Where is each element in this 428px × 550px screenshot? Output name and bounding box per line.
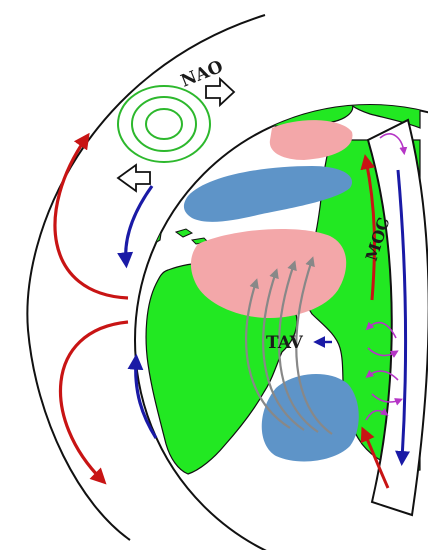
moc-overturning-loops bbox=[365, 133, 408, 421]
moc-upper-current bbox=[360, 154, 376, 301]
trade-wind-arrows bbox=[245, 256, 333, 435]
warm-anomaly-north bbox=[269, 120, 353, 160]
moc-currents bbox=[360, 154, 411, 489]
moc-band bbox=[366, 118, 428, 517]
trade-wind-arrow bbox=[245, 278, 291, 429]
cold-anomaly-north bbox=[183, 166, 353, 222]
atmosphere-shell bbox=[26, 14, 266, 541]
moc-loop-arrow bbox=[365, 321, 397, 339]
red-arrow-lower-cell bbox=[58, 320, 129, 485]
moc-loop-arrow bbox=[365, 369, 399, 381]
cold-anomaly-south bbox=[261, 373, 359, 462]
concentric-isobar-icon bbox=[117, 85, 211, 163]
warm-anomaly-tropical bbox=[190, 229, 347, 318]
nao-pressure-system bbox=[117, 85, 211, 163]
moc-lower-warm-current bbox=[360, 426, 390, 489]
concentric-isobar-icon bbox=[131, 96, 197, 152]
tav-label: TAV bbox=[266, 333, 304, 353]
moc-deep-current bbox=[395, 169, 411, 466]
red-arrow-upper-cell bbox=[53, 132, 129, 300]
hollow-arrow-icon bbox=[205, 76, 236, 108]
moc-loop-arrow bbox=[379, 133, 408, 156]
blue-arrow-westerlies bbox=[117, 185, 154, 269]
trade-wind-arrow bbox=[262, 268, 305, 431]
moc-loop-arrow bbox=[365, 407, 389, 421]
trade-wind-arrow bbox=[278, 260, 319, 433]
moc-loop-arrow bbox=[367, 347, 399, 358]
blue-arrow-trades bbox=[127, 353, 158, 439]
moc-loop-arrow bbox=[371, 393, 403, 406]
atmospheric-circulation bbox=[53, 132, 158, 485]
trade-wind-arrow bbox=[295, 256, 333, 435]
hollow-arrow-icon bbox=[116, 163, 151, 193]
concentric-isobar-icon bbox=[145, 108, 183, 140]
